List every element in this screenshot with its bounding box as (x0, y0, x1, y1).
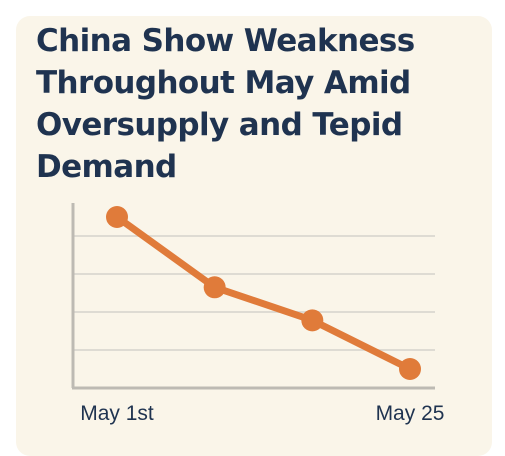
x-tick-label-1: May 1st (80, 402, 154, 425)
data-points (106, 206, 421, 380)
data-point-1 (106, 206, 128, 228)
data-point-3 (301, 309, 324, 332)
x-tick-labels: May 1st May 25 (80, 402, 444, 425)
series-line-path (113, 213, 414, 373)
series-line (113, 213, 414, 373)
data-point-2 (203, 276, 226, 299)
chart-title: China Show Weakness Throughout May Amid … (36, 23, 415, 185)
grid-lines (73, 235, 435, 351)
chart-axes (71, 203, 435, 390)
data-point-4 (399, 358, 421, 380)
x-tick-label-2: May 25 (376, 402, 445, 425)
